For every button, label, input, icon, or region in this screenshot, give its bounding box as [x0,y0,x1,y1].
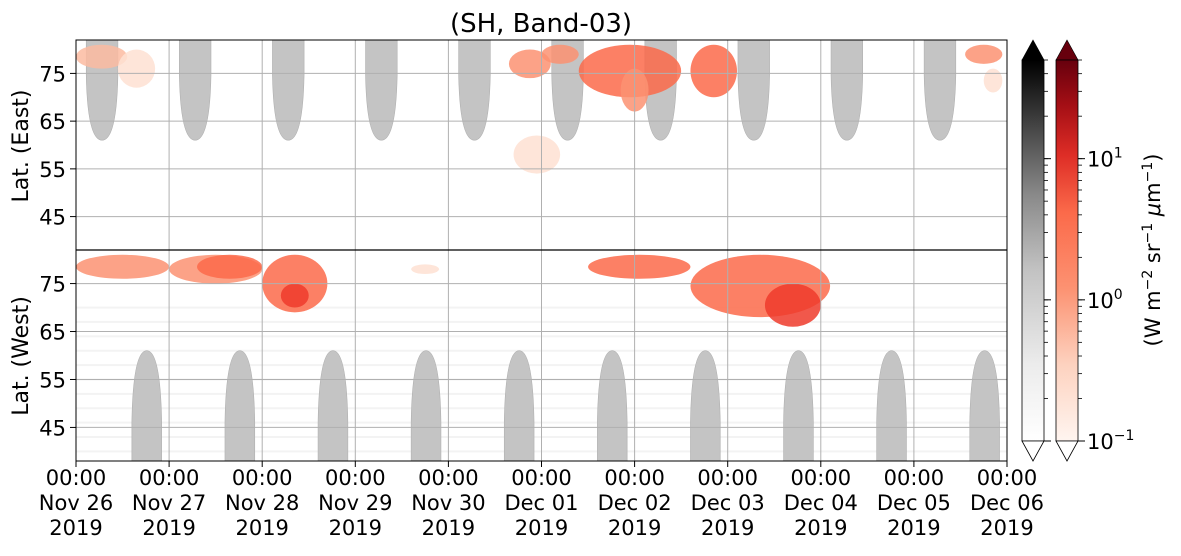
colorbar-gray-under-arrow [1021,440,1045,462]
gray-region [317,350,349,461]
x-tick-label: 00:00 Nov 29 2019 [318,466,392,540]
emission-patch [588,254,691,279]
gray-region [876,350,907,461]
emission-patch [117,49,156,88]
y-tick-label-east: 45 [39,206,66,230]
emission-patch [76,44,128,69]
colorbar-tick-label: 100 [1087,287,1123,313]
gray-region [597,350,628,461]
colorbar-ticks: 101 100 10−1 [1044,59,1134,454]
gray-region [458,40,491,141]
emission-patch [541,44,579,64]
y-tick-label-west: 65 [39,321,66,345]
y-tick-label-east: 75 [39,62,66,86]
chart-title: (SH, Band-03) [450,9,632,39]
emission-patch [965,44,1003,64]
gray-region [923,40,957,141]
gray-region [551,40,584,141]
x-tick-label: 00:00 Dec 06 2019 [970,466,1044,540]
y-axis-label-east: Lat. (East) [9,90,34,203]
x-tick-label: 00:00 Nov 30 2019 [411,466,485,540]
emission-patch [690,44,738,98]
gray-region [365,40,398,141]
gray-region [783,350,814,461]
gray-region [830,40,863,141]
x-tick-label: 00:00 Nov 26 2019 [39,466,113,540]
gray-region [224,350,256,461]
gray-region [410,350,442,461]
y-tick-label-east: 55 [39,158,66,182]
y-tick-label-west: 45 [39,416,66,440]
gray-region [272,40,305,141]
colorbar-gray-bar [1021,59,1045,442]
emission-patch [508,49,551,79]
x-tick-label: 00:00 Dec 04 2019 [784,466,858,540]
emission-patch [513,135,561,174]
gray-region [690,350,721,461]
emission-patch [983,68,1003,93]
x-tick-label: 00:00 Dec 05 2019 [877,466,951,540]
y-tick-label-west: 55 [39,368,66,392]
gray-region [503,350,535,461]
colorbar-red-over-arrow [1055,39,1079,61]
y-tick-label-west: 75 [39,273,66,297]
emission-patch [411,264,440,274]
x-tick-label: 00:00 Nov 27 2019 [132,466,206,540]
x-tick-label: 00:00 Nov 28 2019 [225,466,299,540]
gray-region [131,350,162,461]
gray-region [179,40,212,141]
emission-patch [764,283,821,327]
gray-region [737,40,770,141]
y-ticks: 45 55 65 75 75 65 55 45 [39,62,76,440]
gray-region [969,350,1000,461]
east-panel [76,40,1003,174]
x-tick-label: 00:00 Dec 02 2019 [598,466,672,540]
x-tick-label: 00:00 Dec 03 2019 [691,466,765,540]
colorbar-tick-label: 10−1 [1087,428,1134,454]
emission-patch [280,283,309,308]
colorbar-red-under-arrow [1055,440,1079,462]
y-axis-label-west: Lat. (West) [9,296,34,416]
emission-patch [76,254,170,279]
y-tick-label-east: 65 [39,110,66,134]
colorbar-gray [1021,39,1045,462]
colorbar-red-bar [1055,59,1079,442]
colorbar-label: (W m−2 sr−1 μm−1) [1140,154,1165,347]
colorbar-tick-label: 101 [1087,146,1123,172]
colorbar-red [1055,39,1079,462]
x-ticks: 00:00 Nov 26 2019 00:00 Nov 27 2019 00:00 Nov 2… [39,461,1044,540]
colorbar-gray-over-arrow [1021,39,1045,61]
emission-patch [197,254,263,279]
x-tick-label: 00:00 Dec 01 2019 [504,466,578,540]
